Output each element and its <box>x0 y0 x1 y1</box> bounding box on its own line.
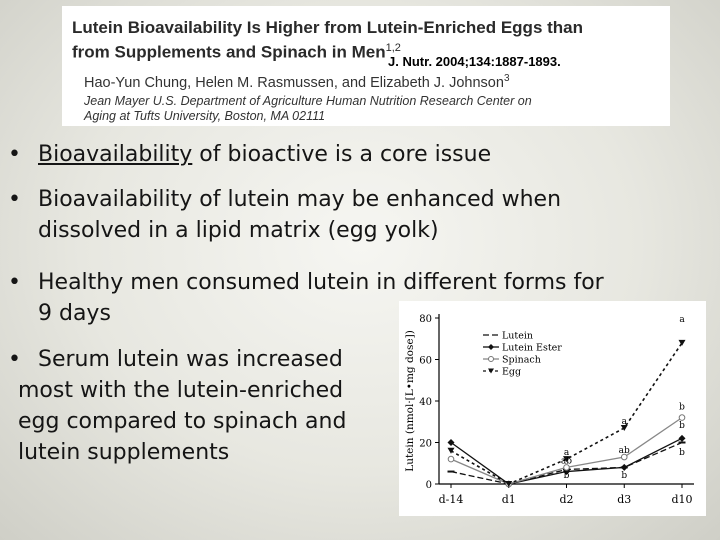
bullet-marker: • <box>8 270 21 295</box>
significance-label: b <box>679 421 685 431</box>
legend-marker <box>488 368 494 374</box>
citation-image: Lutein Bioavailability Is Higher from Lu… <box>62 6 670 126</box>
bullet-text: Bioavailability of bioactive is a core i… <box>8 139 648 170</box>
bullet-marker: • <box>8 347 21 372</box>
bullet-text: Bioavailability of lutein may be enhance… <box>38 187 562 243</box>
citation-title-text: Lutein Bioavailability Is Higher from Lu… <box>72 18 584 62</box>
data-point <box>563 464 570 471</box>
series-line <box>450 342 683 485</box>
significance-label: a <box>679 315 685 325</box>
citation-title-footnote: 1,2 <box>385 42 401 54</box>
data-point <box>447 447 455 454</box>
series-spinach <box>447 414 686 488</box>
citation-journal: J. Nutr. 2004;134:1887-1893. <box>388 54 561 69</box>
legend-label: Egg <box>502 367 521 378</box>
bullet-marker: • <box>8 187 21 212</box>
bullet-text-line: most with the lutein-enriched <box>18 378 344 403</box>
bullet-healthy-men: • Healthy men consumed lutein in differe… <box>8 267 608 329</box>
x-tick-label: d10 <box>671 493 692 506</box>
bullet-serum-lutein-continued: most with the lutein-enriched egg compar… <box>18 375 418 468</box>
bullet-text-rest: of bioactive is a core issue <box>192 142 492 167</box>
citation-title: Lutein Bioavailability Is Higher from Lu… <box>72 18 592 63</box>
legend-entry: Lutein <box>483 331 533 342</box>
y-axis-label: Lutein (nmol·[L•mg dose]) <box>404 330 416 472</box>
y-tick-label: 0 <box>426 480 432 491</box>
significance-label: b <box>564 471 570 481</box>
bullet-bioavailability-core: • Bioavailability of bioactive is a core… <box>8 139 648 170</box>
legend-entry: Spinach <box>483 355 541 366</box>
legend-label: Lutein Ester <box>502 343 562 354</box>
data-point <box>620 424 628 431</box>
significance-label: b <box>679 402 685 412</box>
y-tick-label: 60 <box>419 356 432 367</box>
data-point <box>447 439 455 446</box>
legend-label: Spinach <box>502 355 541 366</box>
citation-authors-footnote: 3 <box>503 73 510 84</box>
citation-authors: Hao-Yun Chung, Helen M. Rasmussen, and E… <box>84 73 510 91</box>
citation-authors-text: Hao-Yun Chung, Helen M. Rasmussen, and E… <box>84 74 504 91</box>
y-tick-label: 80 <box>419 314 432 325</box>
significance-label: ab <box>561 456 572 466</box>
data-point <box>447 455 455 463</box>
legend-marker <box>488 356 494 362</box>
significance-label: b <box>679 448 685 458</box>
citation-affiliation: Jean Mayer U.S. Department of Agricultur… <box>84 94 532 123</box>
data-point <box>563 456 570 463</box>
x-tick-label: d-14 <box>439 493 464 506</box>
y-tick-label: 40 <box>419 397 432 408</box>
legend-label: Lutein <box>502 331 533 342</box>
bullet-lipid-matrix: • Bioavailability of lutein may be enhan… <box>8 184 668 246</box>
data-point <box>678 414 686 421</box>
lutein-chart-svg: 0 20 40 60 80 d-14 d1 d2 d3 d10 Lutein (nmol·[L•mg… <box>404 314 694 506</box>
legend-entry: Lutein Ester <box>483 343 562 354</box>
x-tick-label: d3 <box>617 493 631 506</box>
bullet-text-line: egg compared to spinach and <box>18 409 347 434</box>
data-point <box>678 339 686 346</box>
x-tick-label: d2 <box>559 493 573 506</box>
significance-label: b <box>621 471 627 481</box>
x-tick-label: d1 <box>502 493 516 506</box>
significance-label: a <box>622 417 628 427</box>
bullet-marker: • <box>8 142 21 167</box>
bullet-text: Serum lutein was increased <box>38 347 343 372</box>
lutein-chart: 0 20 40 60 80 d-14 d1 d2 d3 d10 Lutein (nmol·[L•mg… <box>399 301 706 516</box>
data-point <box>620 453 628 461</box>
bullet-serum-lutein: • Serum lutein was increased <box>8 344 408 375</box>
data-point <box>505 481 513 487</box>
data-point <box>563 468 570 476</box>
legend-marker <box>488 344 494 350</box>
significance-label: ab <box>619 446 630 456</box>
bullet-underlined-term: Bioavailability <box>38 142 193 167</box>
bullet-text-line: lutein supplements <box>18 440 230 465</box>
y-tick-label: 20 <box>419 439 432 450</box>
legend-entry: Egg <box>483 367 521 378</box>
data-point <box>620 463 628 471</box>
series-egg <box>447 339 686 487</box>
significance-label: a <box>564 448 570 458</box>
data-point <box>678 434 686 442</box>
bullet-text: Healthy men consumed lutein in different… <box>38 270 604 326</box>
